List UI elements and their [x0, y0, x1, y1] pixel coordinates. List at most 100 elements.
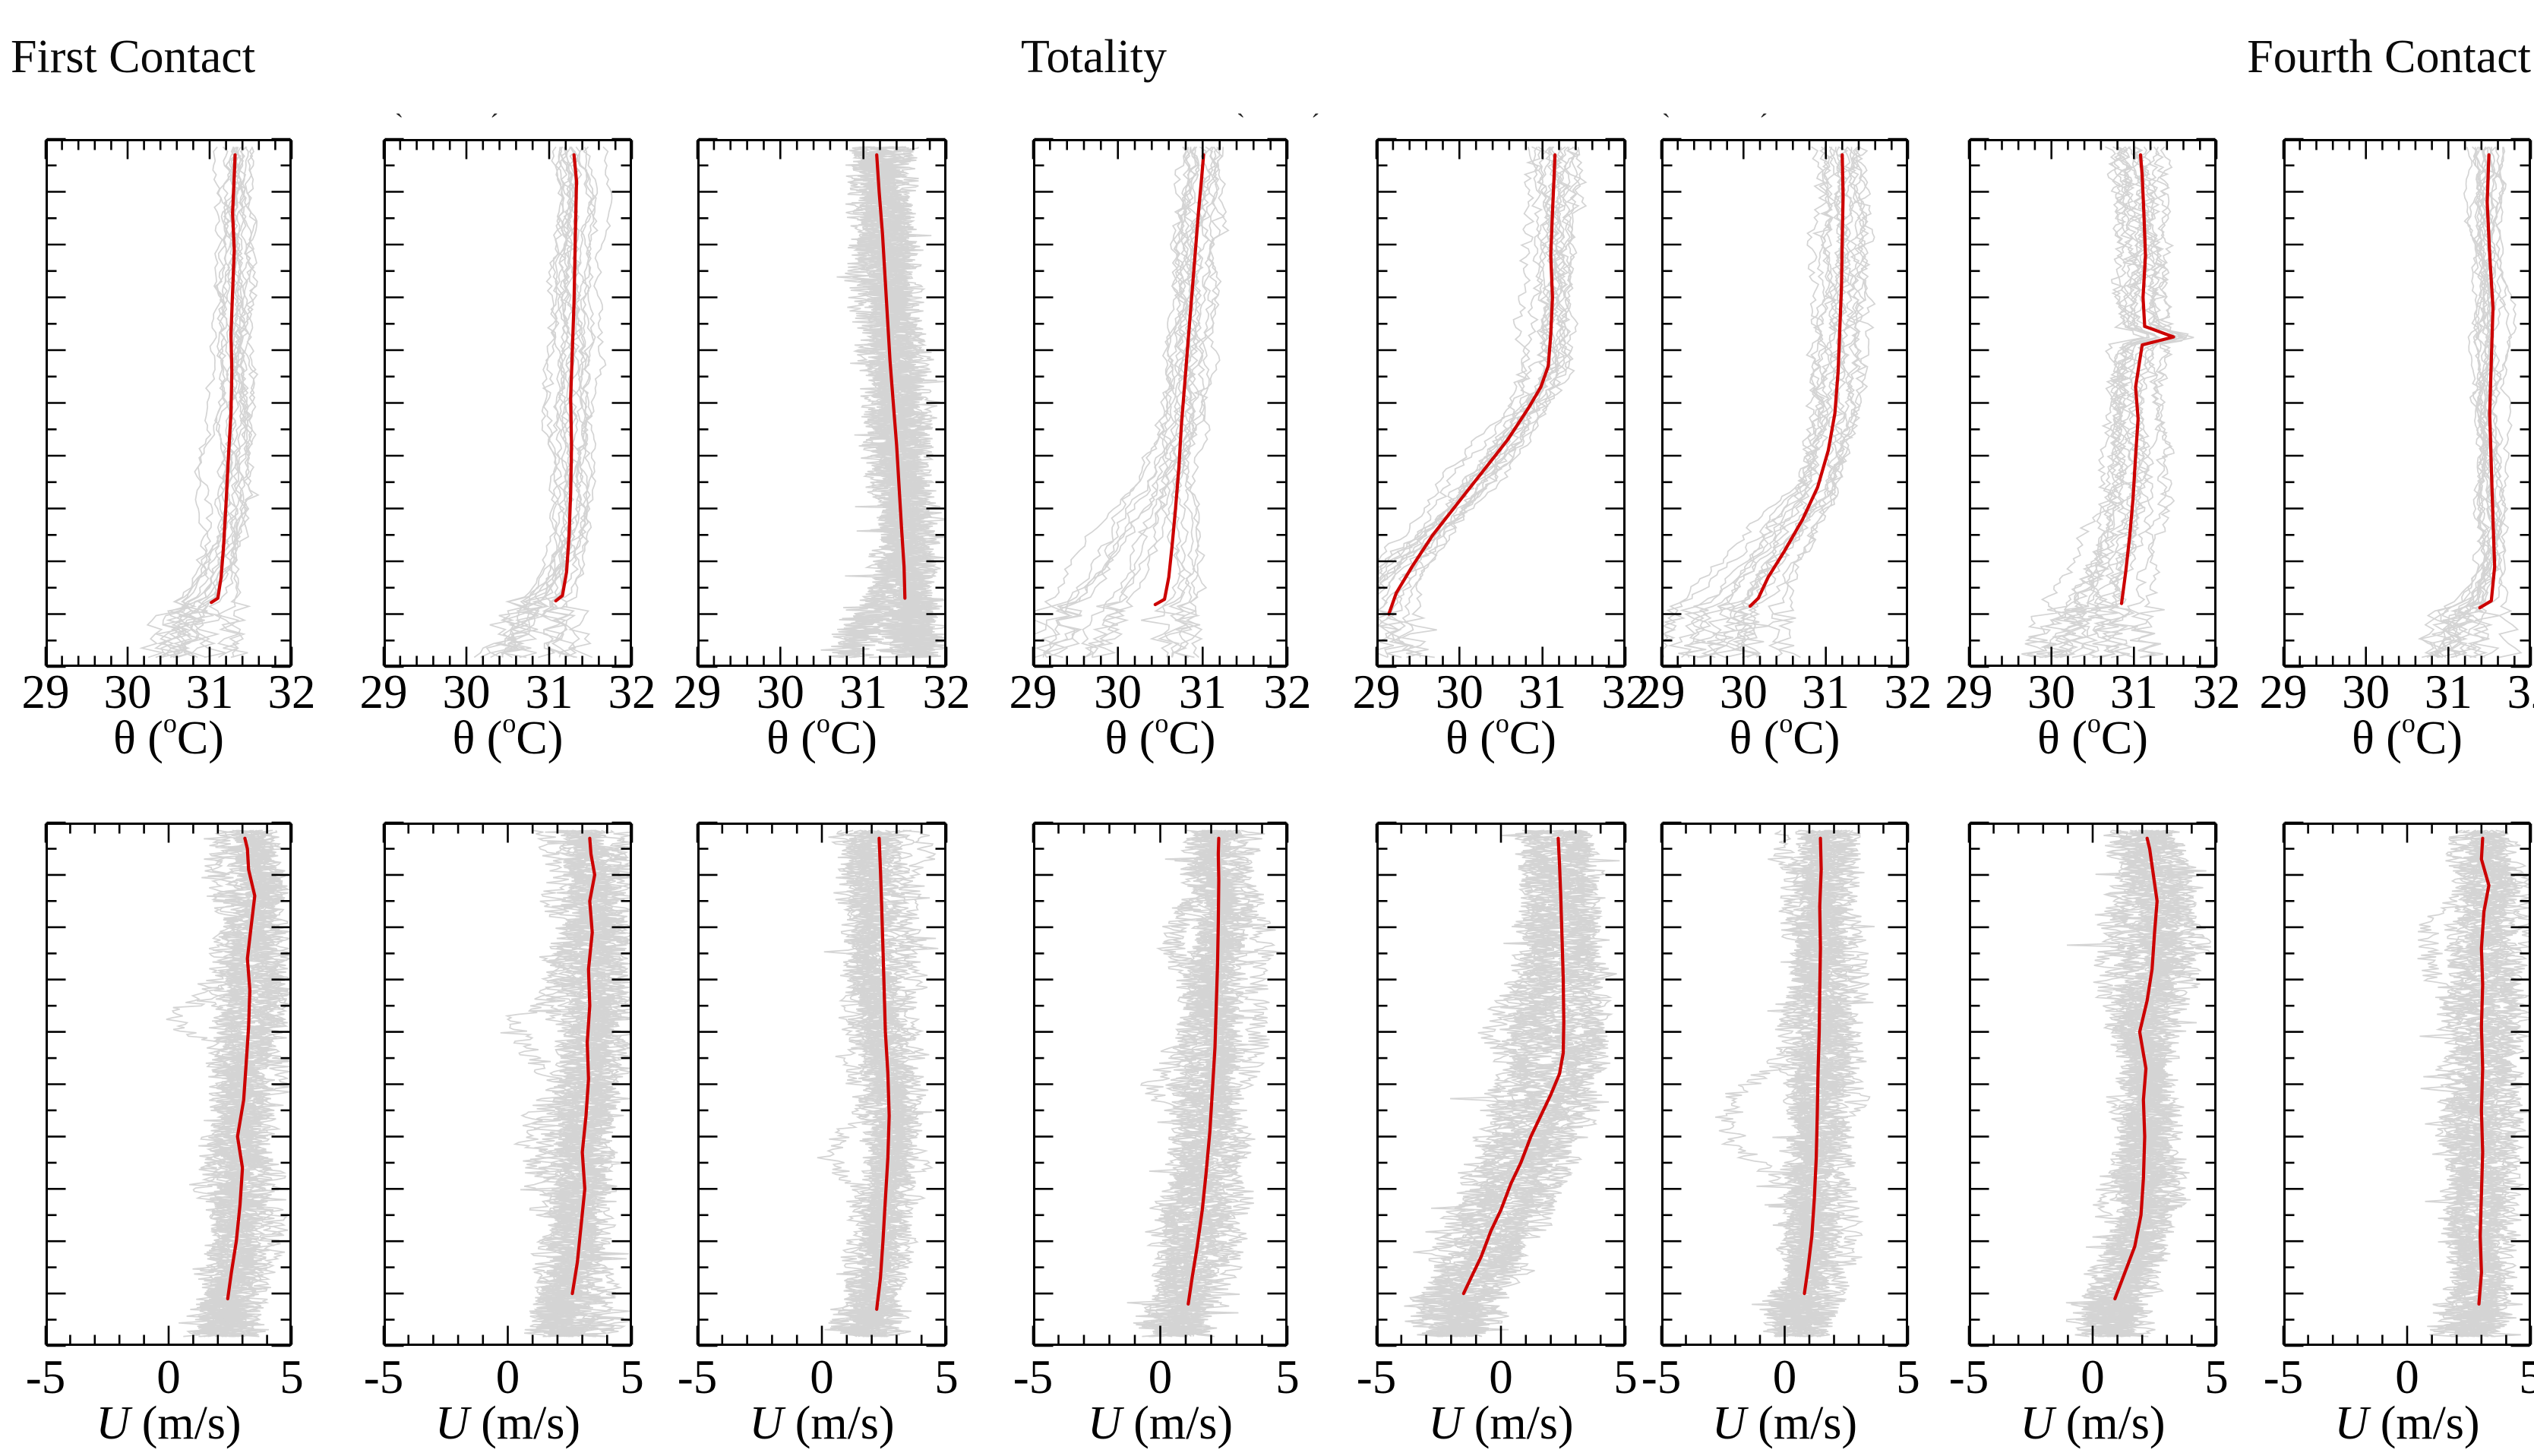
ensemble-line: [1412, 829, 1581, 1338]
ensemble-line: [1378, 146, 1572, 658]
ensemble-line: [2090, 146, 2158, 659]
wind-axis-label: U (m/s): [434, 1398, 581, 1449]
x-tick-label: -5: [1641, 1350, 1682, 1404]
mean-profile-line: [1748, 153, 1845, 608]
ensemble-line: [1042, 146, 1187, 658]
x-tick-label: 0: [2081, 1350, 2105, 1404]
x-tick-label: 0: [495, 1350, 520, 1404]
ensemble-line: [1378, 146, 1566, 658]
wind-axis-label: U (m/s): [2020, 1398, 2166, 1449]
ensemble-line: [1084, 146, 1202, 658]
x-tick-label: 0: [810, 1350, 834, 1404]
ensemble-line: [2131, 146, 2189, 659]
x-tick-label: 32: [608, 665, 656, 719]
ensemble-line: [544, 146, 580, 659]
x-tick-label: -5: [1356, 1350, 1397, 1404]
ensemble-line: [561, 146, 599, 659]
ensemble-line: [1042, 147, 1193, 658]
x-tick-label: -5: [25, 1350, 66, 1404]
ensemble-line: [2126, 146, 2194, 659]
ensemble-line: [501, 146, 566, 658]
x-tick-label: 29: [1009, 665, 1057, 719]
ensemble-line: [1046, 146, 1221, 659]
ensemble-line: [536, 829, 630, 1338]
mean-profile-line: [1461, 836, 1566, 1296]
x-tick-label: 29: [359, 665, 408, 719]
ensemble-line: [498, 147, 597, 659]
ensemble-line: [1148, 829, 1254, 1338]
x-tick-label: 5: [1275, 1350, 1300, 1404]
theta-axis-label: θ (oC): [1104, 708, 1216, 764]
x-tick-label: -5: [2263, 1350, 2304, 1404]
ensemble-line: [1378, 146, 1558, 658]
theta-axis-label: θ (oC): [2037, 708, 2148, 764]
x-tick-label: 32: [2507, 665, 2534, 719]
ensemble-line: [1451, 829, 1601, 1338]
mean-profile-line: [2119, 153, 2175, 605]
wind-axis-label: U (m/s): [1087, 1398, 1234, 1449]
ensemble-line: [1712, 147, 1859, 659]
panel-theta-5: [1375, 137, 1627, 668]
ensemble-line: [2444, 147, 2496, 659]
mean-profile-line: [554, 153, 579, 603]
x-tick-label: 31: [839, 665, 888, 719]
mean-profile-line: [1186, 836, 1221, 1306]
panel-theta-4: [1032, 137, 1289, 668]
ensemble-line: [1378, 146, 1571, 658]
x-tick-label: 31: [1178, 665, 1227, 719]
x-tick-label: 32: [1884, 665, 1932, 719]
ensemble-line: [192, 829, 276, 1338]
wind-axis-label: U (m/s): [2334, 1398, 2480, 1449]
ensemble-line: [1717, 147, 1837, 659]
ensemble-line: [196, 829, 260, 1338]
ensemble-line: [2438, 829, 2511, 1338]
ensemble-line: [1409, 829, 1564, 1338]
x-tick-label: 5: [2519, 1350, 2534, 1404]
x-tick-label: 29: [21, 665, 70, 719]
x-tick-label: 31: [1802, 665, 1850, 719]
mean-profile-line: [2477, 836, 2491, 1306]
x-tick-label: 30: [103, 665, 152, 719]
ensemble-line: [1158, 829, 1245, 1338]
stray-mark: ´: [490, 109, 499, 137]
panel-theta-8: [2282, 137, 2532, 668]
mean-profile-line: [1803, 836, 1823, 1296]
x-tick-label: 32: [2192, 665, 2241, 719]
panel-wind-4: [1032, 821, 1289, 1347]
ensemble-line: [1424, 829, 1570, 1338]
ensemble-line: [1766, 146, 1866, 659]
x-tick-label: 32: [267, 665, 316, 719]
ensemble-line: [1412, 829, 1575, 1338]
mean-profile-line: [875, 153, 907, 600]
wind-axis-label: U (m/s): [749, 1398, 895, 1449]
x-tick-label: 30: [1435, 665, 1483, 719]
x-tick-label: 30: [2027, 665, 2076, 719]
panel-theta-3: [696, 137, 948, 668]
ensemble-line: [1663, 146, 1837, 658]
panel-theta-2: [382, 137, 634, 668]
mean-profile-line: [2113, 836, 2159, 1301]
ensemble-line: [1731, 146, 1876, 659]
ensemble-line: [1787, 829, 1847, 1338]
x-tick-label: 30: [756, 665, 804, 719]
mean-profile-line: [1387, 153, 1557, 616]
ensemble-line: [1173, 146, 1230, 659]
stray-mark: `: [1662, 109, 1671, 137]
ensemble-line: [2428, 147, 2513, 659]
ensemble-line: [1035, 147, 1193, 658]
ensemble-line: [139, 146, 244, 659]
ensemble-line: [2100, 829, 2186, 1338]
x-tick-label: -5: [1948, 1350, 1989, 1404]
x-tick-label: 32: [922, 665, 971, 719]
ensemble-line: [1378, 147, 1575, 658]
x-tick-label: 0: [1772, 1350, 1797, 1404]
x-tick-label: 31: [1518, 665, 1567, 719]
mean-profile-line: [875, 836, 891, 1311]
x-tick-label: 29: [673, 665, 722, 719]
x-tick-label: 31: [2424, 665, 2472, 719]
stray-mark: `: [395, 109, 404, 137]
ensemble-line: [1443, 829, 1603, 1338]
panel-wind-8: [2282, 821, 2532, 1347]
mean-profile-line: [2478, 153, 2497, 610]
theta-axis-label: θ (oC): [1729, 708, 1840, 764]
